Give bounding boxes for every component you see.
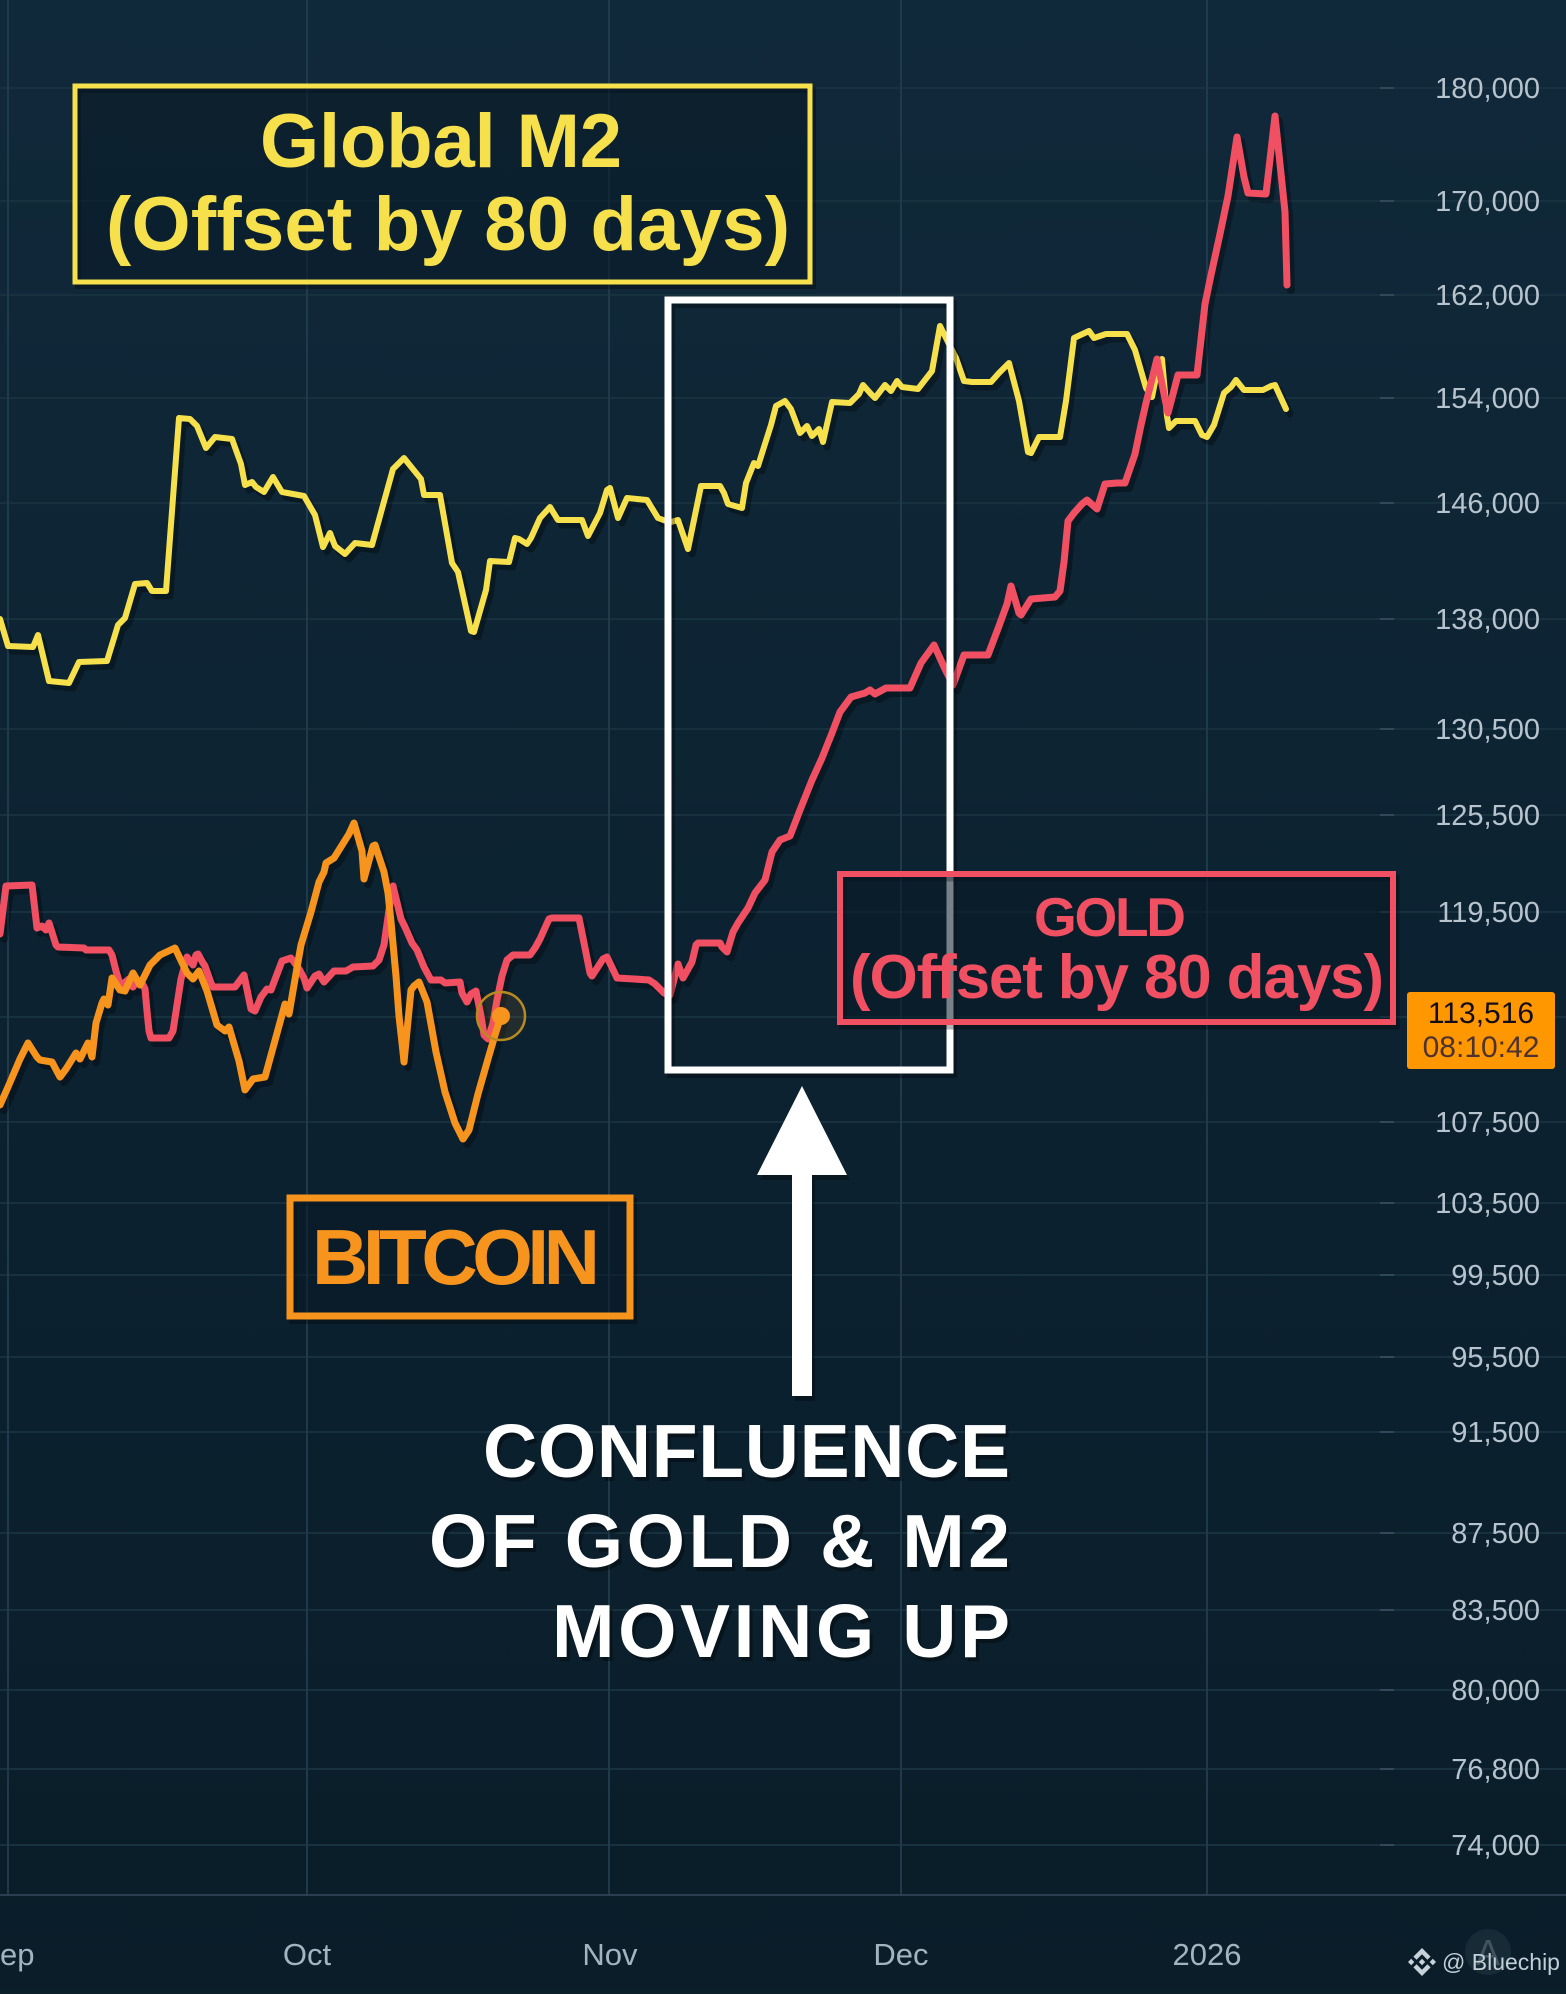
svg-text:83,500: 83,500 — [1451, 1595, 1540, 1627]
svg-text:Oct: Oct — [283, 1937, 332, 1972]
svg-text:CONFLUENCE: CONFLUENCE — [483, 1409, 1010, 1493]
svg-text:MOVING UP: MOVING UP — [552, 1589, 1010, 1673]
svg-text:113,516: 113,516 — [1428, 997, 1534, 1030]
svg-text:91,500: 91,500 — [1451, 1417, 1540, 1449]
svg-text:146,000: 146,000 — [1435, 488, 1540, 520]
svg-text:180,000: 180,000 — [1435, 73, 1540, 105]
svg-text:138,000: 138,000 — [1435, 604, 1540, 636]
svg-text:@ Bluechip: @ Bluechip — [1442, 1949, 1560, 1975]
svg-text:OF GOLD & M2: OF GOLD & M2 — [432, 1503, 1013, 1587]
svg-text:125,500: 125,500 — [1435, 800, 1540, 832]
svg-text:(Offset by 80 days): (Offset by 80 days) — [106, 182, 790, 267]
svg-text:MOVING UP: MOVING UP — [555, 1593, 1013, 1677]
svg-text:Global M2: Global M2 — [260, 99, 622, 184]
svg-text:OF GOLD & M2: OF GOLD & M2 — [429, 1499, 1010, 1583]
svg-text:154,000: 154,000 — [1435, 383, 1540, 415]
svg-text:95,500: 95,500 — [1451, 1342, 1540, 1374]
svg-text:A: A — [1476, 1932, 1500, 1973]
svg-text:ep: ep — [0, 1937, 34, 1972]
svg-text:162,000: 162,000 — [1435, 280, 1540, 312]
svg-text:CONFLUENCE: CONFLUENCE — [486, 1413, 1013, 1497]
svg-text:99,500: 99,500 — [1451, 1260, 1540, 1292]
svg-text:87,500: 87,500 — [1451, 1518, 1540, 1550]
svg-text:08:10:42: 08:10:42 — [1423, 1031, 1540, 1064]
svg-text:76,800: 76,800 — [1451, 1754, 1540, 1786]
svg-text:74,000: 74,000 — [1451, 1830, 1540, 1862]
svg-text:107,500: 107,500 — [1435, 1107, 1540, 1139]
svg-text:BITCOIN: BITCOIN — [312, 1213, 600, 1301]
svg-text:170,000: 170,000 — [1435, 186, 1540, 218]
svg-text:Nov: Nov — [582, 1937, 638, 1972]
svg-text:130,500: 130,500 — [1435, 714, 1540, 746]
svg-text:(Offset by 80 days): (Offset by 80 days) — [850, 943, 1384, 1012]
svg-text:GOLD: GOLD — [1034, 886, 1186, 948]
svg-text:103,500: 103,500 — [1435, 1188, 1540, 1220]
svg-text:Dec: Dec — [873, 1937, 928, 1972]
svg-text:80,000: 80,000 — [1451, 1675, 1540, 1707]
svg-text:119,500: 119,500 — [1437, 897, 1540, 929]
svg-text:2026: 2026 — [1173, 1937, 1242, 1972]
